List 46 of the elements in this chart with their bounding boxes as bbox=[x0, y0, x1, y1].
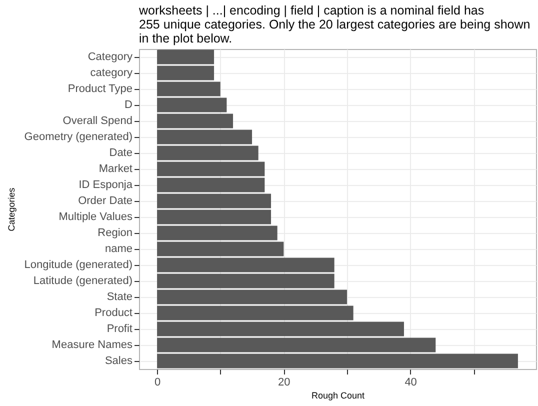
bar bbox=[157, 322, 404, 336]
x-tick-label: 40 bbox=[404, 376, 417, 388]
y-tick-label: D bbox=[124, 99, 133, 111]
y-tick-label: Latitude (generated) bbox=[33, 275, 132, 287]
y-tick-label: Multiple Values bbox=[58, 211, 133, 223]
x-axis-title: Rough Count bbox=[311, 390, 366, 400]
bar bbox=[157, 66, 214, 80]
y-tick-label: Region bbox=[98, 227, 132, 239]
bar bbox=[157, 290, 347, 304]
bar bbox=[157, 98, 227, 112]
bar bbox=[157, 50, 214, 64]
chart-title: worksheets | ...| encoding | field | caption is a nominal field has 255 unique categories. Only the 20 largest categories are being shown in the plot below. bbox=[138, 4, 530, 46]
bar bbox=[157, 274, 334, 288]
bar bbox=[157, 338, 436, 352]
y-tick-label: Overall Spend bbox=[62, 115, 132, 127]
x-tick-label: 0 bbox=[154, 376, 161, 388]
bar bbox=[157, 210, 272, 224]
bar bbox=[157, 162, 265, 176]
bar bbox=[157, 258, 334, 272]
bar bbox=[157, 226, 278, 240]
y-tick-label: Product Type bbox=[68, 83, 132, 95]
bar bbox=[157, 114, 234, 128]
bar bbox=[157, 194, 272, 208]
y-tick-label: Profit bbox=[106, 323, 132, 335]
y-tick-label: Geometry (generated) bbox=[24, 131, 132, 143]
bar bbox=[157, 178, 265, 192]
y-tick-label: Date bbox=[109, 147, 132, 159]
y-tick-label: name bbox=[104, 243, 132, 255]
bar bbox=[157, 242, 284, 256]
bar bbox=[157, 306, 354, 320]
bar bbox=[157, 130, 252, 144]
bar bbox=[157, 354, 518, 368]
bar bbox=[157, 146, 258, 160]
y-tick-label: Sales bbox=[104, 355, 133, 367]
y-axis-title: Categories bbox=[6, 187, 16, 232]
y-tick-label: category bbox=[90, 67, 133, 79]
y-tick-label: Longitude (generated) bbox=[24, 259, 132, 271]
y-tick-label: Order Date bbox=[78, 195, 132, 207]
bar bbox=[157, 82, 220, 96]
y-tick-label: Category bbox=[88, 51, 133, 63]
y-tick-label: ID Esponja bbox=[78, 179, 134, 191]
y-tick-label: Product bbox=[94, 307, 132, 319]
y-tick-label: State bbox=[106, 291, 132, 303]
y-tick-label: Market bbox=[98, 163, 132, 175]
x-tick-label: 20 bbox=[278, 376, 290, 388]
y-tick-label: Measure Names bbox=[52, 339, 133, 351]
